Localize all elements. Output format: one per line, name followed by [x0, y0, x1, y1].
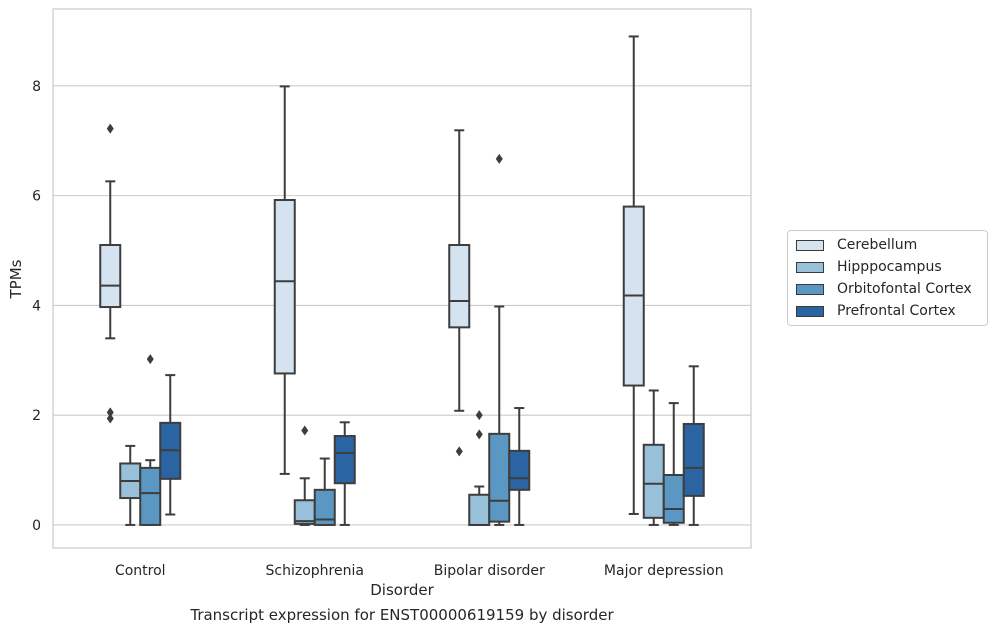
box-orbitofontal-cortex-bipolar-disorder-iqr-box — [488, 432, 511, 523]
x-tick-labels: Control Schizophrenia Bipolar disorder Majo… — [115, 563, 724, 579]
box-prefrontal-cortex-bipolar-disorder — [508, 407, 531, 526]
y-tick-label-4: 4 — [32, 298, 41, 314]
y-tick-labels: 0 2 4 6 8 — [32, 79, 41, 534]
box-cerebellum-control-iqr-box — [99, 244, 122, 309]
box-cerebellum-control — [99, 123, 122, 424]
boxes — [99, 35, 705, 526]
box-orbitofontal-cortex-bipolar-disorder-outlier-0 — [495, 153, 503, 164]
y-tick-label-0: 0 — [32, 518, 41, 534]
box-cerebellum-schizophrenia-iqr-box — [273, 199, 296, 375]
box-hipppocampus-control — [119, 444, 142, 526]
box-hipppocampus-bipolar-disorder-outlier-1 — [475, 429, 483, 440]
legend-swatch-cerebellum — [796, 239, 824, 251]
y-tick-label-2: 2 — [32, 408, 41, 424]
box-hipppocampus-bipolar-disorder — [468, 410, 491, 526]
legend-entry-hippocampus: Hipppocampus — [796, 257, 942, 277]
plot-frame — [52, 8, 752, 549]
box-hipppocampus-major-depression — [642, 389, 665, 526]
y-tick-label-8: 8 — [32, 79, 41, 95]
box-hipppocampus-major-depression-iqr-box — [642, 443, 665, 519]
box-orbitofontal-cortex-major-depression — [662, 402, 685, 526]
box-cerebellum-bipolar-disorder — [448, 129, 471, 457]
box-cerebellum-control-outlier-1 — [106, 407, 114, 418]
legend-swatch-hippocampus — [796, 261, 824, 273]
box-cerebellum-control-outlier-2 — [106, 413, 114, 424]
legend-label-cerebellum: Cerebellum — [837, 237, 918, 253]
x-axis-label: Disorder — [370, 581, 434, 599]
box-hipppocampus-bipolar-disorder-outlier-0 — [475, 410, 483, 421]
x-tick-label-major-depression: Major depression — [604, 563, 724, 579]
box-orbitofontal-cortex-major-depression-iqr-box — [662, 473, 685, 524]
box-prefrontal-cortex-major-depression-iqr-box — [682, 422, 705, 497]
box-orbitofontal-cortex-control-outlier-0 — [146, 354, 154, 365]
x-tick-label-control: Control — [115, 563, 166, 579]
legend-label-hippocampus: Hipppocampus — [837, 259, 942, 275]
box-cerebellum-schizophrenia — [273, 85, 296, 475]
box-prefrontal-cortex-schizophrenia — [333, 421, 356, 526]
box-orbitofontal-cortex-schizophrenia — [313, 457, 336, 526]
box-hipppocampus-schizophrenia — [293, 425, 316, 526]
x-tick-label-schizophrenia: Schizophrenia — [266, 563, 364, 579]
legend-label-prefrontal: Prefrontal Cortex — [837, 303, 956, 319]
box-cerebellum-control-outlier-0 — [106, 123, 114, 134]
chart-caption: Transcript expression for ENST0000061915… — [190, 606, 614, 624]
box-orbitofontal-cortex-control — [139, 354, 162, 526]
box-orbitofontal-cortex-control-iqr-box — [139, 466, 162, 526]
box-prefrontal-cortex-control — [159, 374, 182, 516]
box-orbitofontal-cortex-schizophrenia-iqr-box — [313, 488, 336, 526]
box-prefrontal-cortex-schizophrenia-iqr-box — [333, 435, 356, 485]
box-prefrontal-cortex-major-depression — [682, 365, 705, 526]
legend-entry-cerebellum: Cerebellum — [796, 235, 917, 255]
x-tick-label-bipolar-disorder: Bipolar disorder — [434, 563, 545, 579]
box-hipppocampus-bipolar-disorder-iqr-box — [468, 493, 491, 526]
legend: Cerebellum Hipppocampus Orbitofontal Cor… — [787, 230, 988, 326]
box-orbitofontal-cortex-bipolar-disorder — [488, 153, 511, 526]
legend-entry-prefrontal: Prefrontal Cortex — [796, 301, 956, 321]
y-tick-label-6: 6 — [32, 189, 41, 205]
legend-swatch-orbitofrontal — [796, 283, 824, 295]
legend-entry-orbitofrontal: Orbitofontal Cortex — [796, 279, 972, 299]
box-hipppocampus-schizophrenia-outlier-0 — [301, 425, 309, 436]
legend-label-orbitofrontal: Orbitofontal Cortex — [837, 281, 972, 297]
box-prefrontal-cortex-bipolar-disorder-iqr-box — [508, 449, 531, 491]
box-cerebellum-major-depression — [622, 35, 645, 515]
legend-swatch-prefrontal — [796, 305, 824, 317]
box-cerebellum-bipolar-disorder-iqr-box — [448, 244, 471, 329]
y-axis-label: TPMs — [7, 259, 25, 299]
box-cerebellum-bipolar-disorder-outlier-0 — [455, 446, 463, 457]
